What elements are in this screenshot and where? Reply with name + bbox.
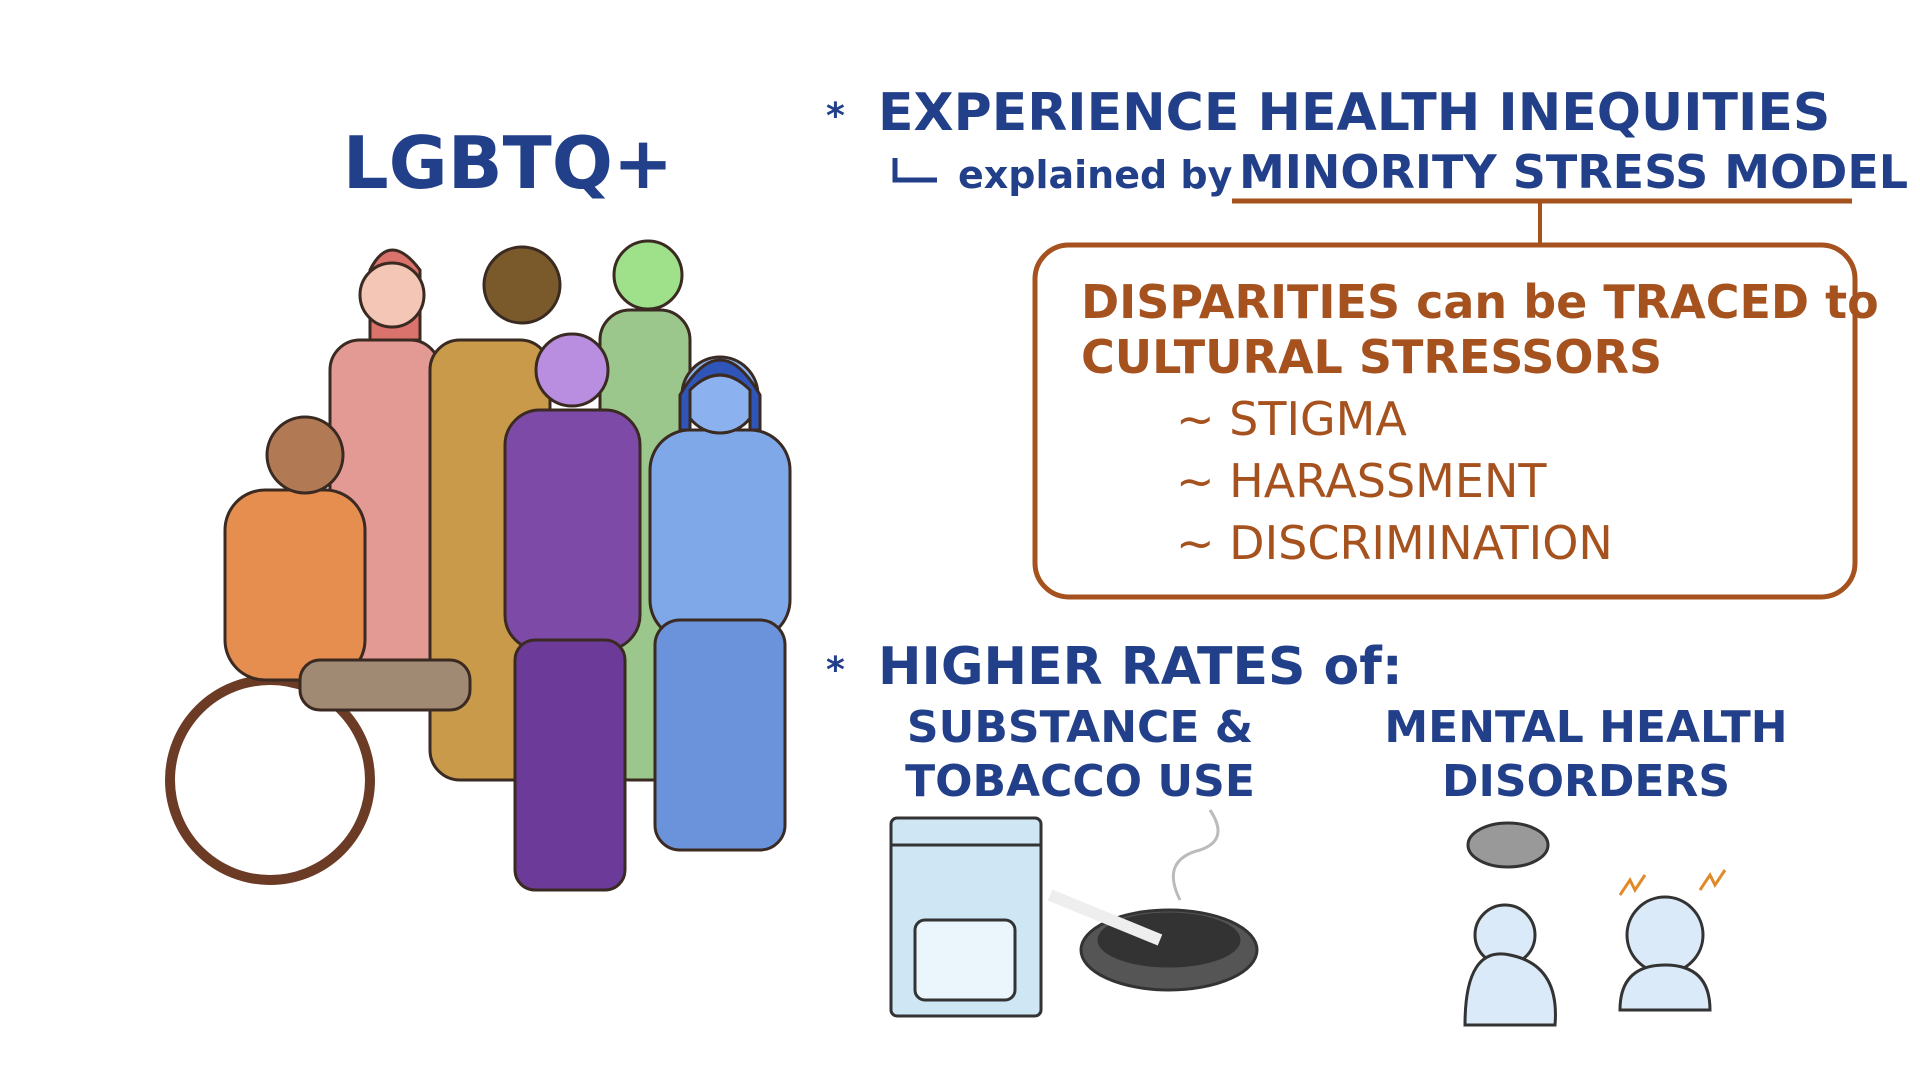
explained-text: explained by (958, 153, 1233, 197)
point1-heading: EXPERIENCE HEALTH INEQUITIES (878, 83, 1830, 143)
category-label: MENTAL HEALTH (1384, 702, 1787, 753)
stressor-item: ~ DISCRIMINATION (1176, 516, 1613, 570)
people-illustration (165, 239, 792, 892)
box-line1: DISPARITIES can be TRACED to (1081, 275, 1879, 329)
point2-heading: HIGHER RATES of: (878, 637, 1403, 697)
substance-icons (889, 809, 1259, 1018)
title: LGBTQ+ (343, 121, 674, 205)
stressor-item: ~ STIGMA (1176, 392, 1407, 446)
hook-arrow (892, 158, 937, 183)
category-label: TOBACCO USE (905, 756, 1255, 807)
stressor-item: ~ HARASSMENT (1176, 454, 1547, 508)
bullet: * (826, 650, 845, 691)
category-label: DISORDERS (1442, 756, 1730, 807)
model-name: MINORITY STRESS MODEL (1239, 145, 1908, 199)
category-label: SUBSTANCE & (907, 702, 1253, 753)
bullet: * (826, 96, 845, 137)
stressors-box (1032, 242, 1858, 600)
mental-health-icons (1463, 821, 1727, 1027)
box-line2: CULTURAL STRESSORS (1081, 330, 1662, 384)
